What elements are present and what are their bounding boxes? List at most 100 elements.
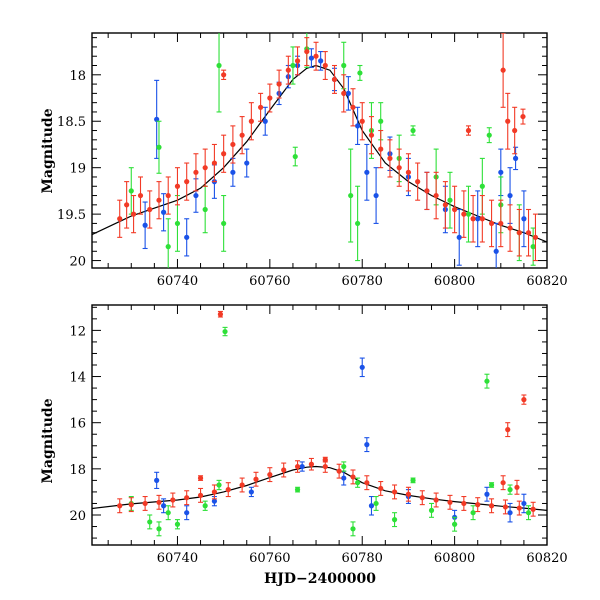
data-point bbox=[258, 104, 264, 110]
data-point bbox=[154, 116, 160, 122]
data-point bbox=[322, 457, 328, 463]
data-point bbox=[516, 505, 522, 511]
data-point bbox=[475, 502, 481, 508]
data-point bbox=[456, 234, 462, 240]
data-point bbox=[364, 442, 370, 448]
data-point bbox=[225, 487, 231, 493]
data-point bbox=[221, 151, 227, 157]
data-point bbox=[313, 53, 319, 59]
data-point bbox=[211, 160, 218, 166]
data-point bbox=[521, 500, 527, 507]
data-point bbox=[165, 192, 171, 199]
data-point bbox=[405, 491, 412, 497]
data-point bbox=[216, 482, 222, 488]
data-point bbox=[452, 521, 458, 527]
data-point bbox=[525, 510, 532, 516]
data-point bbox=[355, 123, 361, 129]
data-series bbox=[117, 33, 539, 262]
top-y-axis-title: Magnitude bbox=[40, 108, 56, 193]
data-point bbox=[530, 506, 536, 512]
data-point bbox=[507, 487, 513, 493]
data-point bbox=[202, 165, 208, 171]
data-point bbox=[211, 489, 218, 495]
data-point bbox=[391, 517, 398, 523]
data-point bbox=[341, 463, 347, 470]
data-point bbox=[424, 188, 430, 194]
data-point bbox=[488, 482, 495, 488]
data-point bbox=[202, 503, 208, 509]
data-point bbox=[465, 127, 472, 134]
x-tick-label: 60760 bbox=[249, 274, 290, 289]
data-point bbox=[465, 211, 472, 217]
data-point bbox=[322, 62, 328, 69]
data-point bbox=[368, 503, 375, 509]
data-point bbox=[498, 220, 504, 227]
data-point bbox=[117, 503, 123, 509]
data-point bbox=[350, 526, 356, 532]
data-point bbox=[184, 234, 190, 240]
data-point bbox=[248, 118, 254, 124]
y-tick-label: 20 bbox=[69, 255, 86, 270]
data-point bbox=[197, 492, 204, 498]
x-tick-label: 60740 bbox=[157, 551, 198, 566]
data-point bbox=[239, 132, 245, 138]
x-axis-title: HJD−2400000 bbox=[264, 571, 376, 587]
data-series bbox=[128, 33, 536, 268]
data-point bbox=[239, 482, 245, 488]
data-point bbox=[294, 58, 301, 64]
data-point bbox=[341, 62, 347, 69]
data-point bbox=[470, 216, 476, 222]
data-point bbox=[507, 510, 513, 516]
data-point bbox=[447, 499, 453, 505]
data-point bbox=[267, 95, 273, 101]
data-point bbox=[355, 480, 361, 486]
data-series bbox=[117, 310, 536, 517]
data-point bbox=[124, 202, 130, 208]
data-point bbox=[479, 216, 485, 222]
model-curve bbox=[92, 465, 547, 511]
data-point bbox=[184, 495, 190, 501]
data-point bbox=[470, 510, 476, 516]
plot-area bbox=[92, 310, 547, 537]
data-point bbox=[373, 192, 379, 199]
data-point bbox=[193, 169, 199, 175]
data-point bbox=[442, 202, 448, 208]
data-point bbox=[447, 197, 453, 203]
data-point bbox=[128, 188, 134, 194]
data-point bbox=[156, 197, 162, 203]
data-point bbox=[514, 484, 520, 490]
data-point bbox=[484, 378, 490, 384]
y-tick-label: 18 bbox=[69, 463, 86, 478]
data-point bbox=[505, 427, 511, 433]
data-point bbox=[299, 463, 305, 470]
data-point bbox=[216, 62, 222, 69]
data-point bbox=[253, 476, 259, 482]
data-point bbox=[461, 500, 467, 507]
data-point bbox=[359, 364, 365, 370]
y-tick-label: 20 bbox=[69, 509, 86, 524]
data-point bbox=[364, 169, 370, 175]
data-point bbox=[202, 206, 208, 213]
data-point bbox=[350, 474, 356, 480]
data-point bbox=[512, 127, 518, 134]
data-point bbox=[211, 498, 218, 504]
data-point bbox=[137, 192, 144, 199]
y-tick-label: 14 bbox=[69, 371, 86, 386]
data-point bbox=[341, 475, 347, 481]
data-point bbox=[461, 211, 467, 217]
data-point bbox=[156, 526, 162, 532]
data-point bbox=[516, 230, 522, 236]
data-point bbox=[230, 169, 236, 175]
data-point bbox=[331, 76, 338, 83]
data-point bbox=[410, 477, 416, 483]
data-point bbox=[308, 55, 315, 61]
data-point bbox=[355, 220, 361, 227]
data-point bbox=[410, 127, 416, 134]
data-point bbox=[415, 179, 421, 185]
data-point bbox=[230, 141, 236, 148]
data-point bbox=[281, 467, 287, 473]
data-point bbox=[147, 206, 153, 213]
data-point bbox=[350, 104, 356, 110]
plot-frame bbox=[91, 32, 548, 269]
